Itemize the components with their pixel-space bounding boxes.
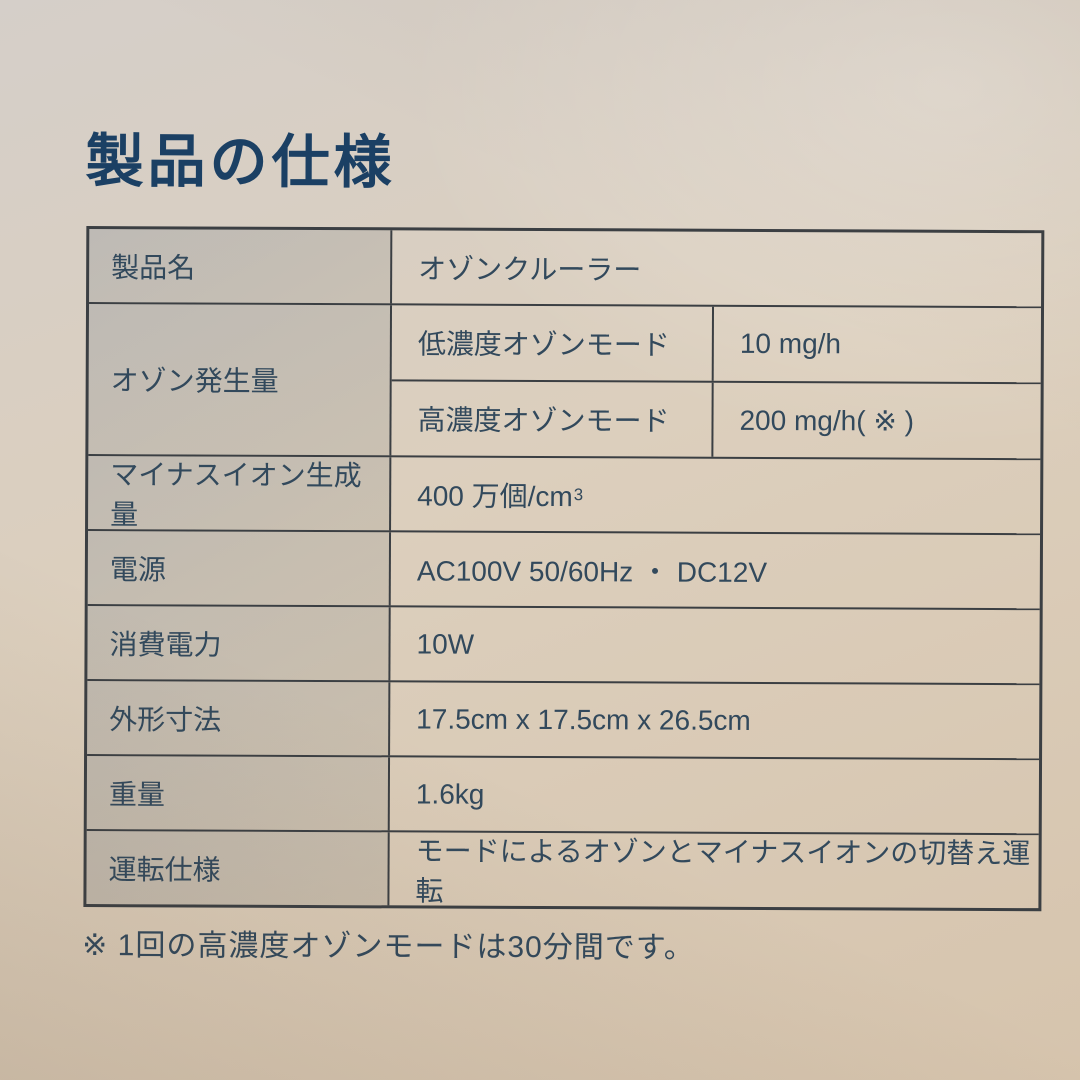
row-label-cell: 外形寸法 [87,681,391,756]
row-label: 重量 [108,778,165,810]
mode-label: 高濃度オゾンモード [417,404,670,437]
row-label: 消費電力 [109,628,222,661]
table-row-power-consumption: 消費電力 10W [87,606,1040,686]
table-row-power-source: 電源 AC100V 50/60Hz ・ DC12V [87,531,1041,611]
row-value-cell: AC100V 50/60Hz ・ DC12V [391,532,1040,608]
row-label-cell: 重量 [86,756,391,831]
row-label: 電源 [109,553,166,585]
row-value: 1.6kg [415,777,485,810]
row-value-cell: 400 万個/cm 3 [391,457,1040,533]
row-value: オゾンクルーラー [418,252,642,285]
row-value-cell: モードによるオゾンとマイナスイオンの切替え運転 [389,832,1038,908]
row-value: AC100V 50/60Hz ・ DC12V [416,554,768,588]
footnote: ※ 1回の高濃度オゾンモードは30分間です。 [82,929,695,965]
table-row-ozone-output: オゾン発生量 低濃度オゾンモード 10 mg/h 高濃度オゾンモード [88,304,1042,461]
row-value-cell: 17.5cm x 17.5cm x 26.5cm [390,682,1039,758]
row-value: モードによるオゾンとマイナスイオンの切替え運転 [415,834,1031,907]
row-label: 製品名 [111,251,196,283]
sub-row-high-mode: 高濃度オゾンモード 200 mg/h( ※ ) [391,381,1040,458]
row-label: 外形寸法 [109,703,222,736]
row-value: 10 mg/h [739,327,842,360]
table-row-weight: 重量 1.6kg [86,756,1040,836]
spec-table: 製品名 オゾンクルーラー オゾン発生量 低濃度オゾンモード 10 [83,226,1045,912]
table-row-negative-ion: マイナスイオン生成量 400 万個/cm 3 [88,456,1041,536]
row-value-cell: 10 mg/h [714,307,1041,382]
sub-row-low-mode: 低濃度オゾンモード 10 mg/h [391,305,1042,385]
row-value: 17.5cm x 17.5cm x 26.5cm [416,702,751,736]
table-row-operation-spec: 運転仕様 モードによるオゾンとマイナスイオンの切替え運転 [86,831,1038,908]
table-row-product-name: 製品名 オゾンクルーラー [89,229,1042,309]
row-label-cell: 電源 [87,531,392,606]
row-label: 運転仕様 [108,853,221,886]
row-value-cell: 10W [390,607,1039,683]
mode-cell: 高濃度オゾンモード [391,381,714,457]
row-value: 200 mg/h( ※ ) [739,404,915,437]
row-value-cell: 1.6kg [390,757,1039,833]
row-label-cell: オゾン発生量 [88,304,393,456]
mode-label: 低濃度オゾンモード [417,328,670,361]
row-label-cell: 消費電力 [87,606,391,681]
row-label: マイナスイオン生成量 [110,458,362,530]
row-label-cell: 製品名 [89,229,393,304]
row-value: 400 万個/cm [417,479,573,512]
page-title: 製品の仕様 [85,129,396,196]
row-value: 10W [416,627,475,660]
table-row-dimensions: 外形寸法 17.5cm x 17.5cm x 26.5cm [87,681,1040,761]
row-value-cell: 200 mg/h( ※ ) [713,383,1040,458]
ozone-sub-rows: 低濃度オゾンモード 10 mg/h 高濃度オゾンモード 200 mg/h( ※ … [391,305,1042,458]
row-label: オゾン発生量 [110,365,279,397]
row-label-cell: 運転仕様 [86,831,390,906]
mode-cell: 低濃度オゾンモード [391,305,715,381]
row-value-cell: オゾンクルーラー [392,230,1041,306]
row-label-cell: マイナスイオン生成量 [88,456,392,531]
